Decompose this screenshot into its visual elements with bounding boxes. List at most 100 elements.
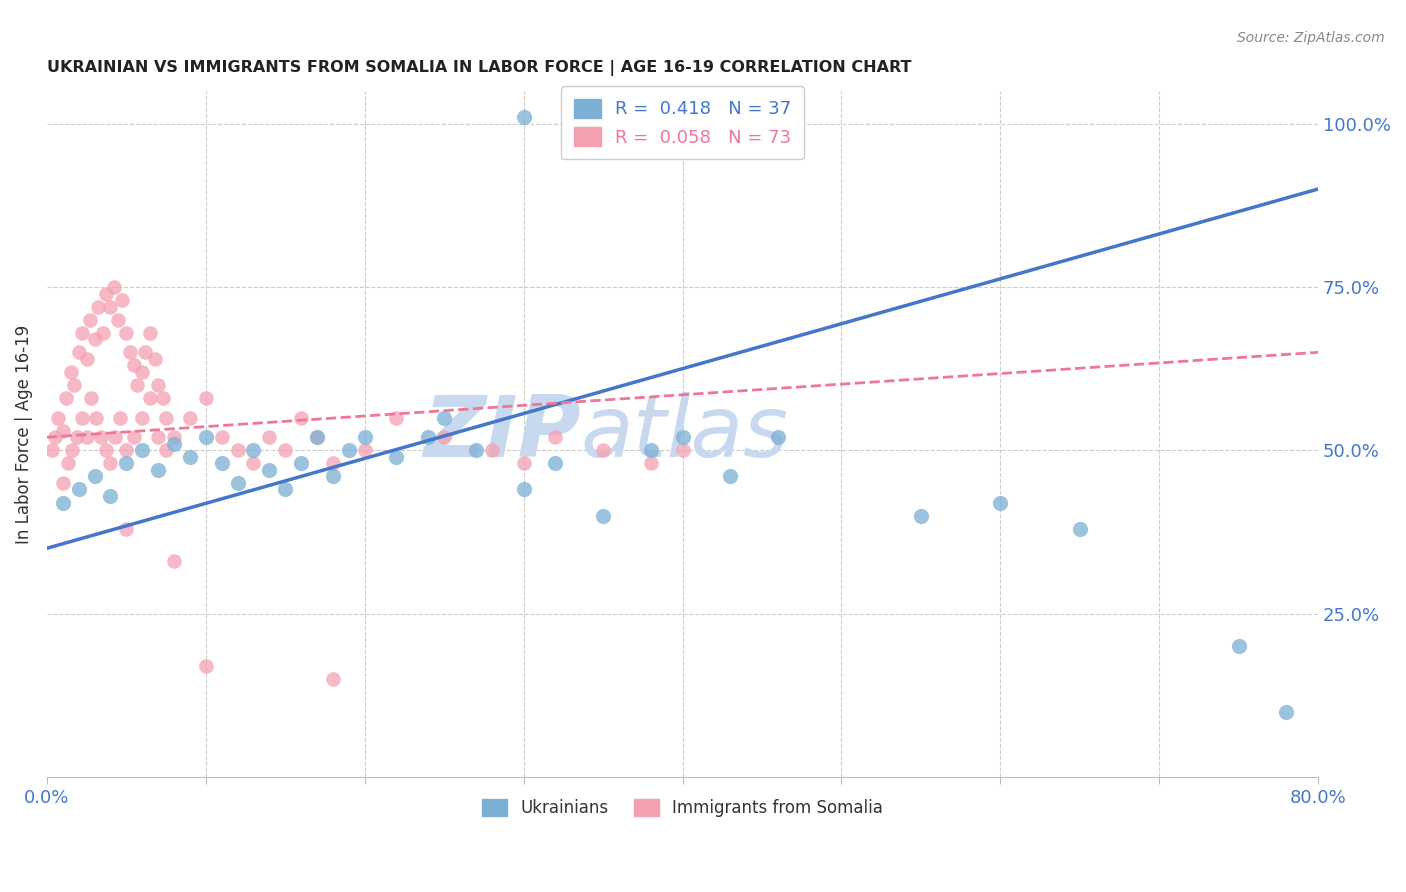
Point <box>353 430 375 444</box>
Point <box>418 430 440 444</box>
Point <box>70 326 93 340</box>
Point <box>115 456 138 470</box>
Point <box>41 443 63 458</box>
Point <box>139 326 162 340</box>
Point <box>274 483 297 497</box>
Point <box>544 430 567 444</box>
Point <box>512 456 534 470</box>
Point <box>242 456 264 470</box>
Point <box>640 456 662 470</box>
Point <box>100 300 122 314</box>
Point <box>84 410 107 425</box>
Point <box>139 391 162 405</box>
Point <box>155 410 177 425</box>
Point <box>211 430 233 444</box>
Point <box>104 430 127 444</box>
Point <box>118 345 141 359</box>
Point <box>60 443 83 458</box>
Point <box>163 554 186 568</box>
Point <box>83 332 105 346</box>
Point <box>67 483 90 497</box>
Point <box>385 410 408 425</box>
Point <box>592 443 614 458</box>
Point <box>66 430 89 444</box>
Point <box>433 410 456 425</box>
Point <box>1227 639 1250 653</box>
Point <box>988 495 1011 509</box>
Point <box>194 658 217 673</box>
Point <box>115 326 138 340</box>
Point <box>127 378 149 392</box>
Text: atlas: atlas <box>581 392 789 475</box>
Point <box>211 456 233 470</box>
Point <box>79 312 101 326</box>
Point <box>155 443 177 458</box>
Point <box>80 391 103 405</box>
Point <box>52 424 75 438</box>
Point <box>322 469 344 483</box>
Point <box>146 463 169 477</box>
Point <box>544 456 567 470</box>
Point <box>274 443 297 458</box>
Point <box>226 475 249 490</box>
Point <box>194 391 217 405</box>
Point <box>103 280 125 294</box>
Point <box>76 351 98 366</box>
Point <box>110 293 132 307</box>
Point <box>131 410 153 425</box>
Y-axis label: In Labor Force | Age 16-19: In Labor Force | Age 16-19 <box>15 325 32 543</box>
Point <box>305 430 328 444</box>
Point <box>242 443 264 458</box>
Point <box>259 463 281 477</box>
Point <box>433 430 456 444</box>
Point <box>134 345 156 359</box>
Point <box>143 351 166 366</box>
Point <box>107 312 129 326</box>
Point <box>76 430 98 444</box>
Point <box>194 430 217 444</box>
Point <box>353 443 375 458</box>
Point <box>179 410 201 425</box>
Point <box>592 508 614 523</box>
Point <box>63 378 86 392</box>
Point <box>146 378 169 392</box>
Point <box>91 326 114 340</box>
Point <box>640 443 662 458</box>
Text: Source: ZipAtlas.com: Source: ZipAtlas.com <box>1237 31 1385 45</box>
Point <box>83 469 105 483</box>
Point <box>108 410 131 425</box>
Point <box>55 391 77 405</box>
Point <box>52 495 75 509</box>
Point <box>481 443 503 458</box>
Point <box>100 489 122 503</box>
Legend: Ukrainians, Immigrants from Somalia: Ukrainians, Immigrants from Somalia <box>475 792 890 823</box>
Point <box>512 483 534 497</box>
Point <box>124 430 146 444</box>
Point <box>52 475 75 490</box>
Point <box>465 443 488 458</box>
Point <box>115 443 138 458</box>
Point <box>59 365 82 379</box>
Point <box>226 443 249 458</box>
Point <box>385 450 408 464</box>
Point <box>910 508 932 523</box>
Point <box>115 522 138 536</box>
Point <box>290 456 312 470</box>
Point <box>67 345 90 359</box>
Point <box>146 430 169 444</box>
Point <box>46 410 69 425</box>
Point <box>259 430 281 444</box>
Point <box>1275 705 1298 719</box>
Point <box>718 469 741 483</box>
Point <box>322 672 344 686</box>
Point <box>100 456 122 470</box>
Point <box>671 430 693 444</box>
Point <box>152 391 174 405</box>
Point <box>90 430 112 444</box>
Point <box>87 300 110 314</box>
Point <box>163 436 186 450</box>
Point <box>1069 522 1091 536</box>
Point <box>163 430 186 444</box>
Point <box>512 110 534 124</box>
Point <box>290 410 312 425</box>
